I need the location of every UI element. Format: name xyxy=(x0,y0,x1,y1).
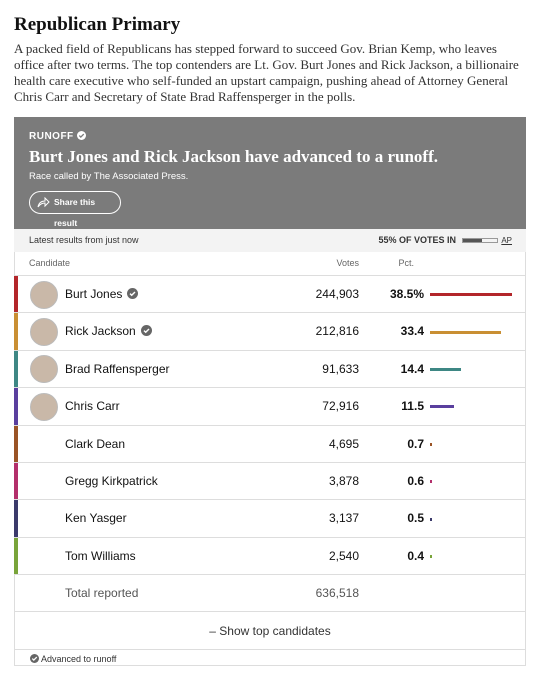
show-toggle[interactable]: – Show top candidates xyxy=(14,612,526,650)
candidate-name-text: Burt Jones xyxy=(65,287,123,301)
votes: 91,633 xyxy=(322,361,359,376)
candidate-name: Chris Carr xyxy=(65,388,120,425)
title: Republican Primary xyxy=(14,14,181,35)
progress-track xyxy=(462,238,498,243)
pct-bar xyxy=(430,367,461,371)
latest: Latest results from just now xyxy=(29,235,139,245)
candidate-row: Gregg Kirkpatrick 3,878 0.6 xyxy=(14,463,526,501)
legend-text: Advanced to runoff xyxy=(41,654,117,664)
pct-bar xyxy=(430,480,432,484)
candidate-row: Clark Dean 4,695 0.7 xyxy=(14,425,526,463)
pct-bar xyxy=(430,405,455,409)
pct: 38.5% xyxy=(389,287,424,301)
pct: 0.4 xyxy=(407,548,424,563)
votes: 212,816 xyxy=(315,324,359,339)
candidate-row: Chris Carr 72,916 11.5 xyxy=(14,388,526,426)
col-header: Candidate xyxy=(29,258,71,268)
pct-bar xyxy=(430,442,432,446)
share-button[interactable]: Share this result xyxy=(29,191,121,228)
pct: 14.4 xyxy=(400,361,424,376)
candidate-name-text: Gregg Kirkpatrick xyxy=(65,474,158,488)
share-icon xyxy=(37,197,50,208)
pct-bar xyxy=(430,517,432,521)
total-row: Total reported 636,518 xyxy=(14,575,526,612)
col-header: Votes xyxy=(336,258,359,268)
candidate-row: Rick Jackson 212,816 33.4 xyxy=(14,313,526,351)
candidate-name-text: Brad Raffensperger xyxy=(65,361,170,376)
color-stripe xyxy=(14,425,18,462)
candidate-name-text: Rick Jackson xyxy=(65,324,136,339)
candidate-row: Tom Williams 2,540 0.4 xyxy=(14,537,526,576)
candidate-photo xyxy=(30,392,58,421)
candidate-name: Burt Jones xyxy=(65,276,139,313)
col-header: Pct. xyxy=(398,258,414,268)
check-icon xyxy=(30,654,39,663)
share-text: Share this result xyxy=(54,197,96,228)
votes: 3,137 xyxy=(328,511,359,526)
candidate-name: Tom Williams xyxy=(65,538,136,575)
pct-bar xyxy=(430,293,512,297)
color-stripe xyxy=(14,388,18,425)
pct: 0.7 xyxy=(407,436,424,451)
candidate-photo xyxy=(30,280,58,309)
pct: 33.4 xyxy=(400,324,424,339)
tag: RUNOFF xyxy=(29,131,86,142)
color-stripe xyxy=(14,463,18,500)
votes: 4,695 xyxy=(328,436,359,451)
pct: 11.5 xyxy=(401,399,424,414)
color-stripe xyxy=(14,276,18,313)
candidate-photo xyxy=(30,355,58,384)
candidate-name: Ken Yasger xyxy=(65,500,127,537)
candidate-name: Brad Raffensperger xyxy=(65,351,170,388)
color-stripe xyxy=(14,537,18,575)
table-header: Candidate Votes Pct. xyxy=(14,258,526,276)
legend: Advanced to runoff xyxy=(30,654,116,664)
check-icon xyxy=(136,324,152,338)
source: AP xyxy=(501,236,512,245)
candidate-name: Clark Dean xyxy=(65,426,125,463)
candidate-name: Rick Jackson xyxy=(65,313,152,350)
votes: 2,540 xyxy=(328,548,359,563)
check-icon xyxy=(122,287,139,301)
pct: 0.6 xyxy=(407,474,424,488)
votes: 3,878 xyxy=(328,474,359,488)
pct: 0.5 xyxy=(407,511,424,526)
candidate-name-text: Tom Williams xyxy=(65,548,136,563)
total-votes: 636,518 xyxy=(315,586,359,600)
votes: 72,916 xyxy=(322,399,359,414)
votes: 244,903 xyxy=(315,287,359,301)
candidate-name-text: Chris Carr xyxy=(65,399,120,414)
progress-fill xyxy=(463,239,482,242)
candidate-name-text: Clark Dean xyxy=(65,436,126,451)
status-bar: Latest results from just now 55% OF VOTE… xyxy=(14,229,526,252)
candidate-name: Gregg Kirkpatrick xyxy=(65,463,158,500)
pct-bar xyxy=(430,554,432,558)
headline: Burt Jones and Rick Jackson have advance… xyxy=(29,147,438,166)
color-stripe xyxy=(14,350,18,388)
candidate-row: Burt Jones 244,903 38.5% xyxy=(14,276,526,314)
candidate-photo xyxy=(30,318,58,347)
show-text: – Show top candidates xyxy=(209,624,331,638)
candidate-row: Brad Raffensperger 91,633 14.4 xyxy=(14,350,526,389)
pct-bar xyxy=(430,330,502,334)
total-label: Total reported xyxy=(65,586,139,600)
check-icon xyxy=(76,131,86,140)
called: Race called by The Associated Press. xyxy=(29,171,189,182)
reporting: 55% OF VOTES IN xyxy=(378,235,456,245)
candidate-row: Ken Yasger 3,137 0.5 xyxy=(14,500,526,538)
color-stripe xyxy=(14,313,18,350)
banner: RUNOFF Burt Jones and Rick Jackson have … xyxy=(14,117,526,229)
color-stripe xyxy=(14,500,18,537)
tag-text: RUNOFF xyxy=(29,131,74,142)
candidate-name-text: Ken Yasger xyxy=(65,511,127,526)
intro: A packed field of Republicans has steppe… xyxy=(14,41,519,104)
